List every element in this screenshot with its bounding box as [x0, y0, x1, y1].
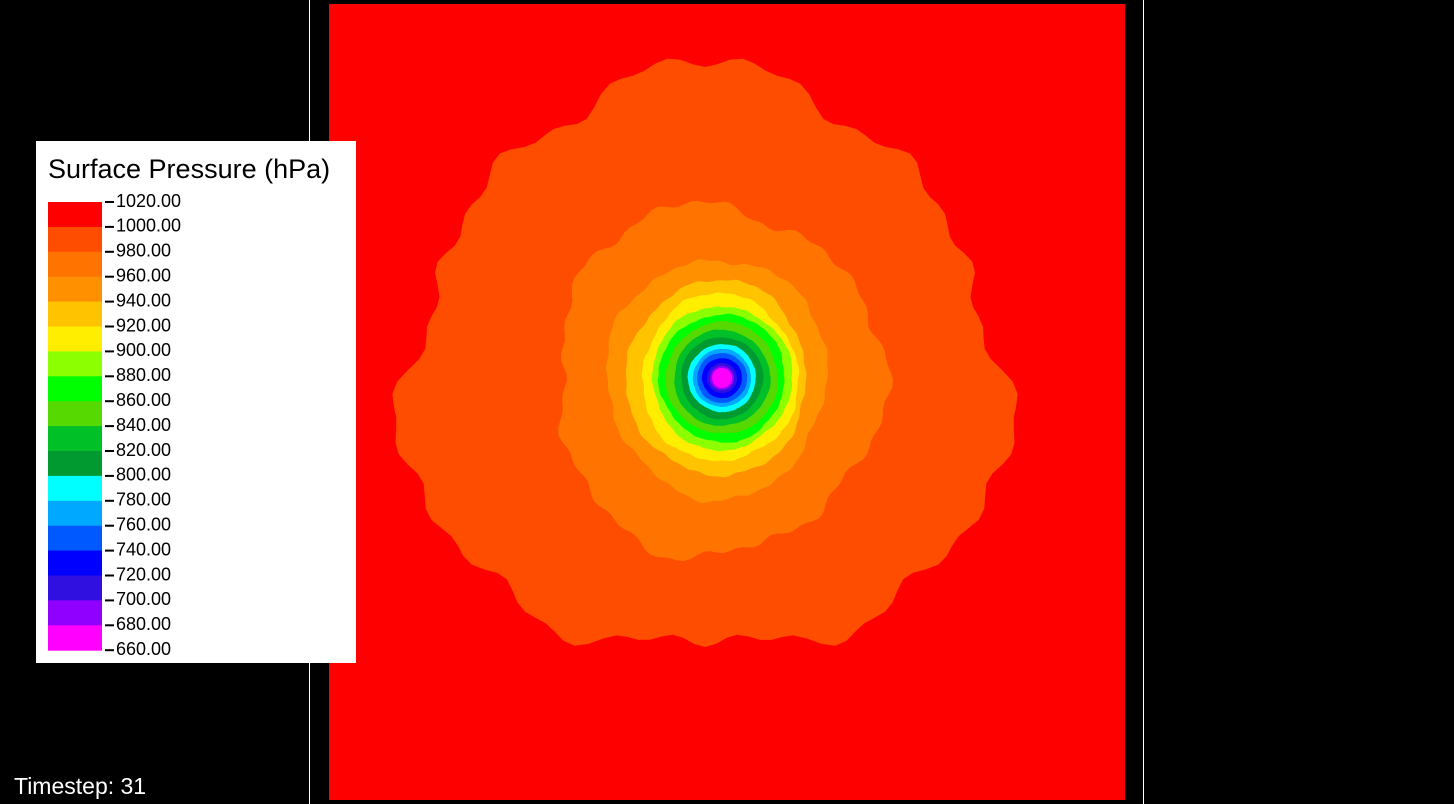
legend-label: 920.00 — [116, 315, 171, 335]
legend-label: 1000.00 — [116, 216, 181, 236]
legend-label: 940.00 — [116, 290, 171, 310]
timestep-label: Timestep: 31 — [14, 773, 146, 799]
legend-label: 980.00 — [116, 241, 171, 261]
legend-label: 860.00 — [116, 390, 171, 410]
legend-label: 1020.00 — [116, 191, 181, 211]
legend-swatch — [48, 550, 102, 576]
legend-label: 700.00 — [116, 589, 171, 609]
legend-swatch — [48, 276, 102, 303]
legend-swatch — [48, 451, 102, 477]
legend-swatch — [48, 401, 102, 427]
legend-swatch — [48, 500, 102, 527]
contour-band — [712, 368, 733, 389]
legend-label: 720.00 — [116, 564, 171, 584]
legend-title: Surface Pressure (hPa) — [48, 154, 330, 184]
legend-label: 740.00 — [116, 539, 171, 559]
legend-label: 880.00 — [116, 365, 171, 385]
legend-swatch — [48, 575, 102, 601]
legend-swatch — [48, 251, 102, 278]
legend-swatch — [48, 226, 102, 253]
legend-swatch — [48, 326, 102, 352]
legend-label: 820.00 — [116, 440, 171, 460]
pressure-plot — [329, 4, 1125, 800]
legend-label: 800.00 — [116, 465, 171, 485]
legend-label: 780.00 — [116, 490, 171, 510]
legend-label: 840.00 — [116, 415, 171, 435]
legend-swatch — [48, 202, 102, 228]
legend-swatch — [48, 301, 102, 327]
legend-label: 900.00 — [116, 340, 171, 360]
legend-swatch — [48, 426, 102, 452]
legend-swatch — [48, 376, 102, 402]
legend: Surface Pressure (hPa) 1020.00 1000.00 980… — [36, 141, 356, 663]
legend-label: 680.00 — [116, 614, 171, 634]
legend-swatch — [48, 351, 102, 377]
legend-label: 960.00 — [116, 265, 171, 285]
legend-label: 760.00 — [116, 514, 171, 534]
legend-swatch — [48, 525, 102, 552]
legend-swatch — [48, 625, 102, 651]
legend-swatch — [48, 475, 102, 502]
legend-swatch — [48, 600, 102, 626]
legend-label: 660.00 — [116, 639, 171, 659]
